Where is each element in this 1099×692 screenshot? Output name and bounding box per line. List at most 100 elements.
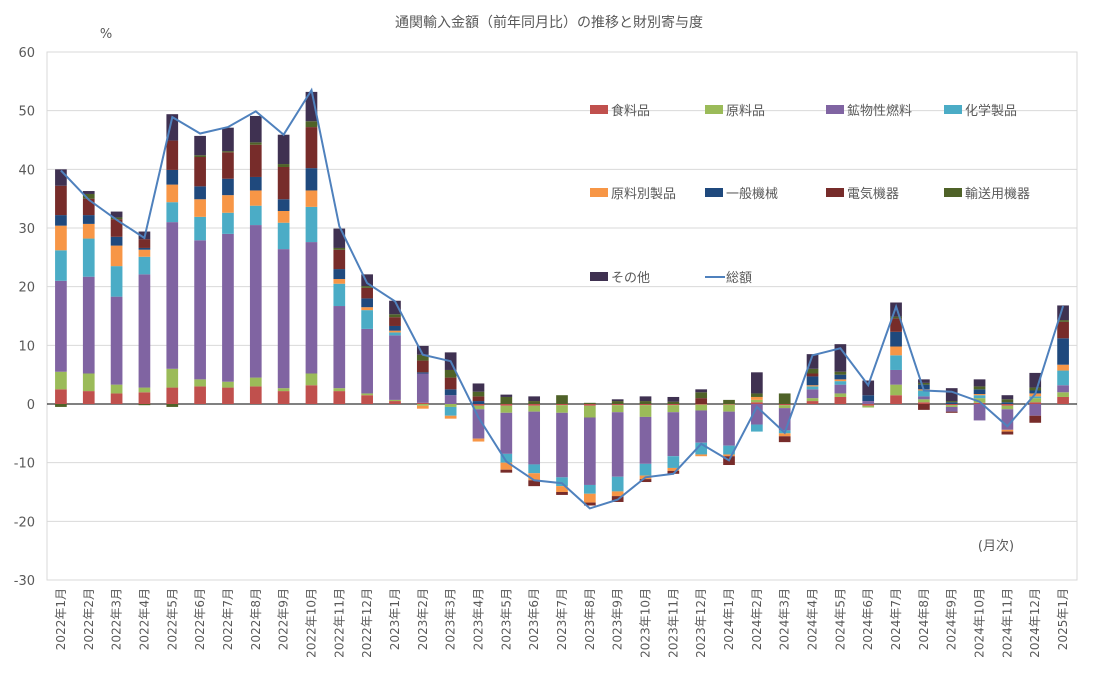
bar-segment [333,283,346,307]
x-tick-label: 2024年3月 [778,588,792,650]
bar-segment [389,401,401,404]
bar-segment [222,178,234,196]
bar-segment [138,404,151,406]
x-tick-label: 2022年9月 [277,588,291,650]
bar-segment [862,401,875,404]
bar-segment [305,206,318,243]
bar-segment [806,398,819,402]
bar-segment [389,325,401,331]
legend-label: 原料品 [726,104,765,119]
bar-segment [890,369,902,385]
bar-segment [500,396,513,404]
total-line-series [60,87,1065,510]
bar-segment [82,198,95,216]
bar-segment [82,238,95,277]
bar-segment [806,373,819,377]
legend-label: 一般機械 [726,186,778,202]
x-tick-label: 2023年4月 [471,588,485,650]
bar-segment [500,453,513,463]
bar-segment [472,409,485,439]
bar-segment [834,381,847,385]
bar-segment [55,169,67,186]
bar-segment [138,274,151,388]
bar-segment [444,404,457,407]
bar-segment [361,274,373,287]
bar-segment [305,242,318,374]
bar-segment [834,393,847,397]
bar-segment [249,377,262,387]
bar-segment [361,298,373,308]
bar-segment [249,225,262,378]
y-tick-label: 40 [18,163,35,178]
bar-segment [277,388,290,392]
bar-segment [416,354,429,361]
bar-segment [639,479,652,483]
bar-segment [611,476,624,492]
bar-segment [778,433,791,437]
bar-segment [472,401,485,404]
bar-segment [723,454,735,457]
bar-segment [305,121,318,128]
bar-segment [918,396,930,400]
bar-segment [222,152,234,179]
bar-segment [695,392,708,399]
bar-segment [890,316,902,319]
bar-segment [611,412,624,477]
bar-segment [778,405,791,409]
x-tick-label: 2022年5月 [165,588,179,650]
bar-segment [166,404,179,407]
bar-segment [194,135,206,156]
y-tick-label: 30 [18,222,35,237]
bar-segment [222,195,234,213]
bar-segment [1029,387,1042,391]
bar-segment [945,401,958,403]
bar-segment [1057,392,1069,397]
bar-segment [333,269,346,280]
bar-segment [361,286,373,288]
bar-segment [194,240,206,380]
bar-segment [138,387,151,393]
bar-segment [834,374,847,380]
bar-segment [444,389,457,396]
x-tick-label: 2022年6月 [193,588,207,650]
bar-segment [890,318,902,332]
bar-segment [389,399,401,402]
legend-swatch [826,188,844,197]
y-tick-label: -10 [14,457,35,472]
bar-segment [472,396,485,402]
bar-segment [416,373,429,403]
bar-segment [500,469,513,473]
bar-segment [82,215,95,224]
x-tick-label: 2023年3月 [444,588,458,650]
bar-segment [1057,305,1069,321]
bar-segment [110,219,123,237]
bar-segment [973,398,986,403]
bar-segment [806,401,819,404]
bar-segment [1001,399,1014,403]
bar-segment [333,306,346,389]
bar-segment [667,467,680,471]
bar-segment [138,239,151,248]
bar-segment [751,399,763,403]
x-tick-label: 2024年9月 [945,588,959,650]
bar-segment [751,424,763,432]
bar-segment [166,140,179,170]
bar-segment [333,247,346,250]
legend-label: 輸送用機器 [965,187,1030,202]
bar-segment [667,396,680,402]
x-tick-label: 2024年7月 [889,588,903,650]
bar-segment [472,391,485,397]
bar-segment [277,164,290,167]
bar-segment [500,405,513,413]
bar-segment [695,410,708,443]
bar-segment [444,406,457,416]
bar-segment [389,317,401,326]
legend-swatch [705,105,723,114]
bar-segment [918,379,930,383]
bar-segment [528,473,541,481]
bar-segment [556,395,568,404]
bar-segment [110,211,123,218]
x-tick-label: 2023年2月 [416,588,430,650]
bar-segment [55,250,67,281]
bar-segment [611,404,624,406]
